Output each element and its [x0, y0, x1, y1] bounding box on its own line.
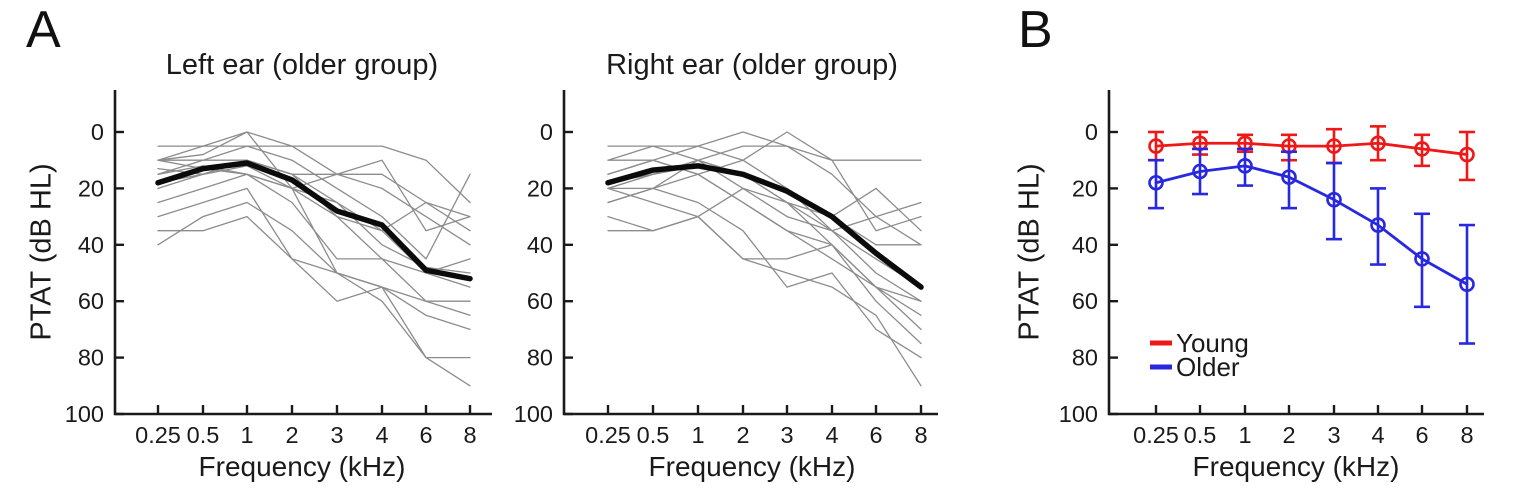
data-point-marker — [1237, 158, 1253, 174]
panel-b-label: B — [1018, 1, 1053, 59]
y-tick-label: 60 — [527, 288, 553, 314]
data-point-marker — [1148, 138, 1164, 154]
x-tick-label: 0.5 — [1184, 422, 1217, 448]
mean-audiogram-line — [155, 160, 473, 282]
individual-audiogram-line — [157, 165, 471, 246]
individual-audiogram-line — [157, 187, 471, 331]
data-point-marker — [1326, 138, 1342, 154]
x-tick-label: 3 — [330, 422, 343, 448]
individual-audiogram-line — [157, 131, 471, 218]
x-tick-label: 3 — [780, 422, 793, 448]
x-tick-label: 2 — [736, 422, 749, 448]
legend-label-young: Young — [1176, 328, 1249, 358]
data-point-marker — [1370, 135, 1386, 152]
x-tick-label: 8 — [1460, 422, 1473, 448]
individual-audiogram-line — [157, 145, 471, 204]
x-tick-label: 6 — [869, 422, 882, 448]
axis-spines — [113, 90, 492, 416]
data-point-marker — [1281, 169, 1297, 185]
data-point-marker — [1459, 276, 1475, 293]
x-tick-label: 0.5 — [187, 422, 220, 448]
individual-audiogram-line — [607, 145, 922, 288]
x-tick-label: 1 — [240, 422, 253, 448]
x-tick-label: 0.25 — [135, 422, 181, 448]
series-older — [1148, 147, 1475, 345]
individual-audiogram-line — [607, 187, 922, 359]
axis-spines — [562, 90, 938, 416]
right-ear-chart: 0 20 40 60 80 100 0.25 0.5 1 2 3 4 6 8 — [514, 90, 938, 448]
y-tick-label: 80 — [527, 345, 553, 371]
x-axis-label-right-ear: Frequency (kHz) — [648, 451, 856, 482]
individual-audiogram-line — [157, 201, 471, 387]
individual-audiogram-line — [607, 187, 922, 246]
y-tick-label: 0 — [1085, 119, 1098, 145]
axes: 0 20 40 60 80 100 0.25 0.5 1 2 3 4 6 8 — [1059, 90, 1484, 448]
data-point-marker — [1326, 191, 1342, 208]
y-tick-label: 60 — [1072, 288, 1098, 314]
x-tick-label: 4 — [375, 422, 388, 448]
individual-audiogram-line — [157, 215, 471, 359]
individual-audiogram-line — [157, 173, 471, 302]
right-ear-plot-title: Right ear (older group) — [606, 49, 898, 81]
y-tick-label: 20 — [527, 175, 553, 201]
individual-audiogram-line — [157, 131, 471, 316]
x-tick-label: 2 — [285, 422, 298, 448]
x-tick-label: 0.5 — [637, 422, 670, 448]
legend-label-older: Older — [1176, 352, 1240, 382]
y-tick-label: 100 — [65, 401, 104, 427]
y-tick-label: 0 — [540, 119, 553, 145]
axes: 0 20 40 60 80 100 0.25 0.5 1 2 3 4 6 8 — [514, 90, 938, 448]
y-tick-label: 100 — [514, 401, 553, 427]
x-tick-label: 8 — [463, 422, 476, 448]
y-tick-label: 20 — [1072, 175, 1098, 201]
individual-audiogram-line — [607, 165, 922, 316]
x-tick-label: 6 — [419, 422, 432, 448]
x-tick-label: 8 — [914, 422, 927, 448]
x-axis-label-left-ear: Frequency (kHz) — [198, 451, 406, 482]
x-axis-label-panel-b: Frequency (kHz) — [1192, 451, 1400, 482]
x-tick-label: 4 — [1371, 422, 1384, 448]
y-tick-label: 80 — [1072, 345, 1098, 371]
y-tick-label: 80 — [78, 345, 104, 371]
individual-audiogram-line — [607, 215, 922, 387]
data-point-marker — [1414, 141, 1430, 157]
x-tick-label: 3 — [1327, 422, 1340, 448]
x-tick-label: 4 — [825, 422, 838, 448]
individual-audiogram-line — [607, 131, 922, 161]
data-point-marker — [1148, 174, 1164, 191]
x-tick-label: 2 — [1282, 422, 1295, 448]
y-tick-label: 100 — [1059, 401, 1098, 427]
individual-audiogram-line — [157, 159, 471, 232]
x-tick-label: 1 — [691, 422, 704, 448]
axes: 0 20 40 60 80 100 0.25 0.5 1 2 3 4 6 8 — [65, 90, 492, 448]
y-tick-label: 20 — [78, 175, 104, 201]
y-tick-label: 60 — [78, 288, 104, 314]
left-ear-plot-title: Left ear (older group) — [165, 49, 439, 81]
y-tick-label: 0 — [91, 119, 104, 145]
data-point-marker — [1459, 146, 1475, 163]
individual-audiogram-line — [607, 159, 922, 345]
data-point-marker — [1414, 251, 1430, 267]
y-tick-label: 40 — [78, 232, 104, 258]
left-ear-chart: 0 20 40 60 80 100 0.25 0.5 1 2 3 4 6 8 — [65, 90, 492, 448]
individual-audiogram-lines — [607, 131, 922, 387]
data-point-marker — [1370, 217, 1386, 233]
panel-a-label: A — [26, 1, 61, 59]
x-tick-label: 0.25 — [1133, 422, 1179, 448]
y-tick-label: 40 — [1072, 232, 1098, 258]
x-tick-label: 6 — [1415, 422, 1428, 448]
x-tick-label: 0.25 — [585, 422, 631, 448]
x-tick-label: 1 — [1238, 422, 1251, 448]
data-point-marker — [1192, 163, 1208, 180]
mean-audiogram-line — [605, 163, 924, 290]
y-tick-label: 40 — [527, 232, 553, 258]
individual-audiogram-line — [607, 145, 922, 246]
